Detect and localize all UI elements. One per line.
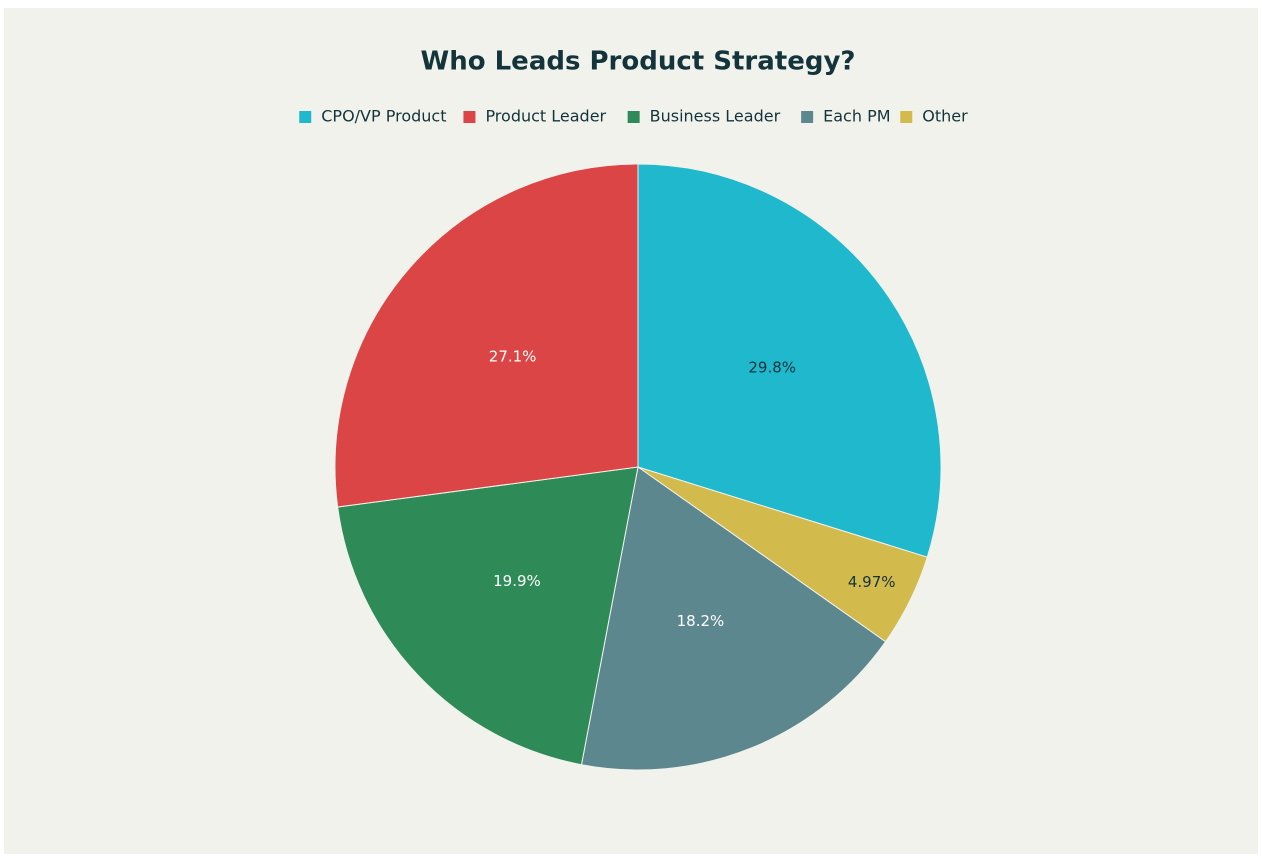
- legend-swatch: [463, 111, 476, 123]
- pie-slice: [334, 163, 639, 508]
- data-label: 27.1%: [489, 348, 537, 366]
- pie-slice: [637, 163, 942, 558]
- legend-label: Product Leader: [485, 107, 606, 126]
- legend-label: Business Leader: [650, 107, 781, 126]
- pie-slice: [580, 466, 887, 771]
- chart-title: Who Leads Product Strategy?: [421, 47, 856, 77]
- legend-swatch: [801, 111, 814, 123]
- data-label: 29.8%: [748, 359, 796, 377]
- legend-swatch: [299, 111, 312, 123]
- legend-label: Other: [922, 107, 968, 126]
- legend-label: CPO/VP Product: [321, 107, 446, 126]
- pie-slice: [337, 466, 639, 766]
- legend-swatch: [900, 111, 913, 123]
- legend-label: Each PM: [823, 107, 890, 126]
- legend-swatch: [627, 111, 640, 123]
- data-label: 19.9%: [493, 572, 541, 590]
- data-label: 4.97%: [848, 573, 896, 591]
- data-label: 18.2%: [677, 612, 725, 630]
